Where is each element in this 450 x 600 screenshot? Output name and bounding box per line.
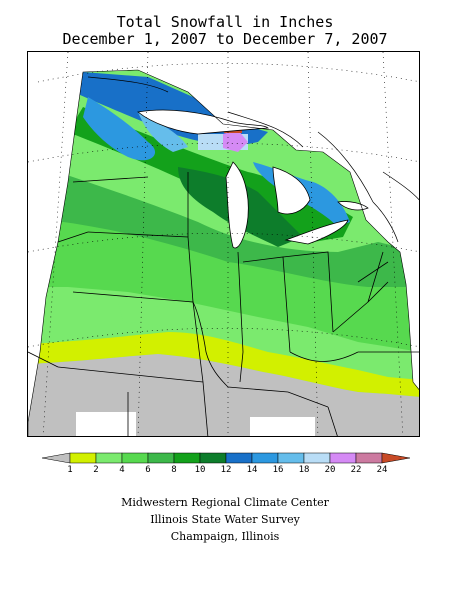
no-data-sw bbox=[76, 412, 136, 436]
legend-label-22: 22 bbox=[350, 465, 362, 475]
legend-arrow-high bbox=[381, 452, 411, 464]
legend-label-14: 14 bbox=[246, 465, 258, 475]
band-18 bbox=[138, 112, 188, 152]
legend-label-16: 16 bbox=[272, 465, 284, 475]
legend-label-2: 2 bbox=[93, 465, 99, 475]
legend-label-18: 18 bbox=[298, 465, 310, 475]
legend-swatch-12 bbox=[199, 452, 227, 464]
band-16 bbox=[83, 97, 156, 161]
lake-huron bbox=[272, 166, 311, 215]
legend-swatch-2 bbox=[69, 452, 97, 464]
legend-label-10: 10 bbox=[194, 465, 206, 475]
map-date-range: December 1, 2007 to December 7, 2007 bbox=[62, 30, 388, 48]
no-data-s bbox=[250, 417, 315, 436]
band-2 bbox=[28, 332, 419, 397]
state-boundaries bbox=[28, 172, 419, 436]
lake-michigan bbox=[225, 161, 249, 249]
lake-ontario bbox=[337, 201, 369, 211]
color-legend bbox=[41, 452, 411, 464]
legend-swatch-24 bbox=[355, 452, 383, 464]
legend-label-24: 24 bbox=[376, 465, 388, 475]
legend-label-20: 20 bbox=[324, 465, 336, 475]
legend-swatch-18 bbox=[277, 452, 305, 464]
legend-arrow-low bbox=[41, 452, 71, 464]
legend-swatch-4 bbox=[95, 452, 123, 464]
snowfall-map bbox=[27, 51, 420, 437]
legend-label-8: 8 bbox=[171, 465, 177, 475]
legend-label-12: 12 bbox=[220, 465, 232, 475]
credit-location: Champaign, Illinois bbox=[170, 530, 280, 543]
domain-outline bbox=[28, 69, 419, 436]
lake-superior bbox=[137, 109, 270, 135]
coastlines bbox=[87, 76, 419, 243]
legend-label-4: 4 bbox=[119, 465, 125, 475]
lake-erie bbox=[284, 219, 349, 245]
legend-swatch-8 bbox=[147, 452, 175, 464]
band-22 bbox=[223, 130, 248, 152]
legend-swatch-6 bbox=[121, 452, 149, 464]
credit-survey: Illinois State Water Survey bbox=[150, 513, 300, 526]
band-8 bbox=[28, 162, 419, 287]
legend-swatch-10 bbox=[173, 452, 201, 464]
map-title: Total Snowfall in Inches bbox=[116, 13, 334, 31]
credit-org: Midwestern Regional Climate Center bbox=[121, 496, 329, 509]
legend-swatch-16 bbox=[251, 452, 279, 464]
snowfall-map-canvas bbox=[28, 52, 419, 436]
legend-label-6: 6 bbox=[145, 465, 151, 475]
great-lakes bbox=[137, 109, 369, 249]
legend-swatch-20 bbox=[303, 452, 331, 464]
legend-swatch-14 bbox=[225, 452, 253, 464]
band-6 bbox=[38, 217, 419, 352]
legend-swatch-22 bbox=[329, 452, 357, 464]
legend-label-1: 1 bbox=[67, 465, 73, 475]
